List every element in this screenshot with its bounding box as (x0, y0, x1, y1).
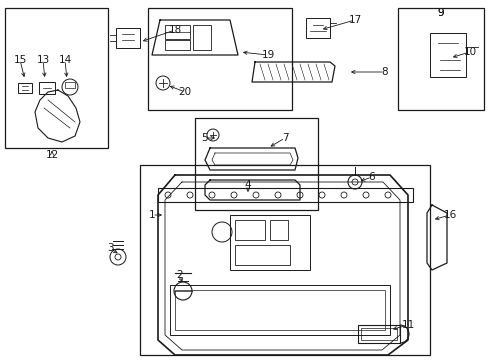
Bar (148, 8, 291, 110)
Bar (305, 18, 329, 38)
Text: 15: 15 (13, 55, 26, 65)
Text: 18: 18 (168, 25, 181, 35)
Bar (164, 40, 190, 50)
Bar (5, 8, 108, 148)
Bar (357, 325, 399, 343)
Text: 10: 10 (463, 47, 476, 57)
Bar (429, 33, 465, 77)
Bar (193, 25, 210, 50)
Bar (158, 188, 412, 202)
Bar (18, 83, 32, 93)
Text: 12: 12 (45, 150, 59, 160)
Bar (140, 165, 429, 355)
Text: 6: 6 (368, 172, 375, 182)
Bar (235, 220, 264, 240)
Bar (164, 25, 190, 39)
Bar (397, 8, 483, 110)
Text: 4: 4 (244, 180, 251, 190)
Text: 8: 8 (381, 67, 387, 77)
Text: 11: 11 (401, 320, 414, 330)
Text: 9: 9 (437, 8, 444, 18)
Bar (195, 118, 317, 210)
Bar (39, 82, 55, 94)
Text: 5: 5 (201, 133, 208, 143)
Bar (175, 290, 384, 330)
Bar (170, 285, 389, 335)
Text: 2: 2 (176, 270, 183, 280)
Text: 7: 7 (281, 133, 288, 143)
Bar (360, 328, 396, 340)
Bar (116, 28, 140, 48)
Bar (269, 220, 287, 240)
Text: 17: 17 (347, 15, 361, 25)
Text: 16: 16 (443, 210, 456, 220)
Bar (235, 245, 289, 265)
Text: 1: 1 (148, 210, 155, 220)
Text: 20: 20 (178, 87, 191, 97)
Bar (229, 215, 309, 270)
Text: 19: 19 (261, 50, 274, 60)
Text: 14: 14 (58, 55, 71, 65)
Text: 13: 13 (36, 55, 49, 65)
Text: 3: 3 (106, 243, 113, 253)
Text: 9: 9 (437, 8, 444, 18)
Bar (65, 82, 75, 88)
